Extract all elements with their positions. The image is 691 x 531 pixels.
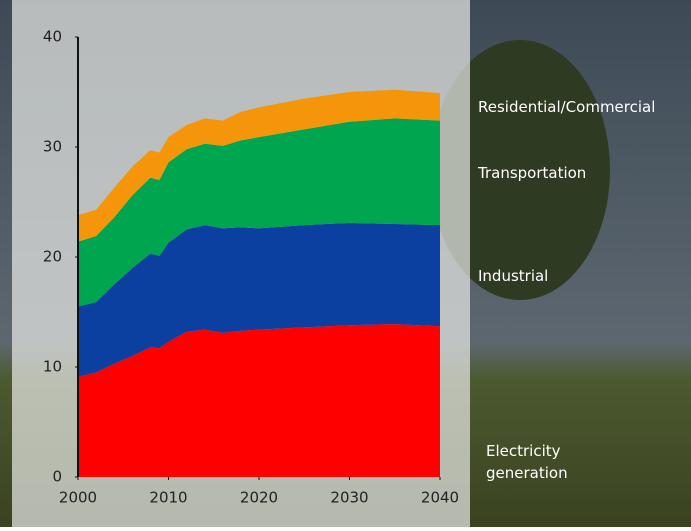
x-tick-label: 2010 bbox=[149, 489, 187, 507]
area bbox=[78, 324, 440, 477]
x-tick-label: 2030 bbox=[330, 489, 368, 507]
legend-label: Residential/Commercial bbox=[478, 97, 656, 116]
y-tick-label: 40 bbox=[43, 28, 62, 46]
legend-label: Transportation bbox=[478, 163, 587, 182]
x-tick-label: 2040 bbox=[421, 489, 459, 507]
area bbox=[78, 222, 440, 377]
y-tick-label: 30 bbox=[43, 138, 62, 156]
y-tick-label: 0 bbox=[52, 468, 62, 486]
legend-label: Electricity generation bbox=[486, 441, 568, 482]
y-tick-label: 20 bbox=[43, 248, 62, 266]
legend-label: Industrial bbox=[478, 266, 549, 285]
x-tick-label: 2020 bbox=[240, 489, 278, 507]
y-tick-label: 10 bbox=[43, 358, 62, 376]
area bbox=[78, 118, 440, 307]
area bbox=[78, 89, 440, 242]
tree bbox=[430, 40, 610, 300]
x-tick-label: 2000 bbox=[59, 489, 97, 507]
